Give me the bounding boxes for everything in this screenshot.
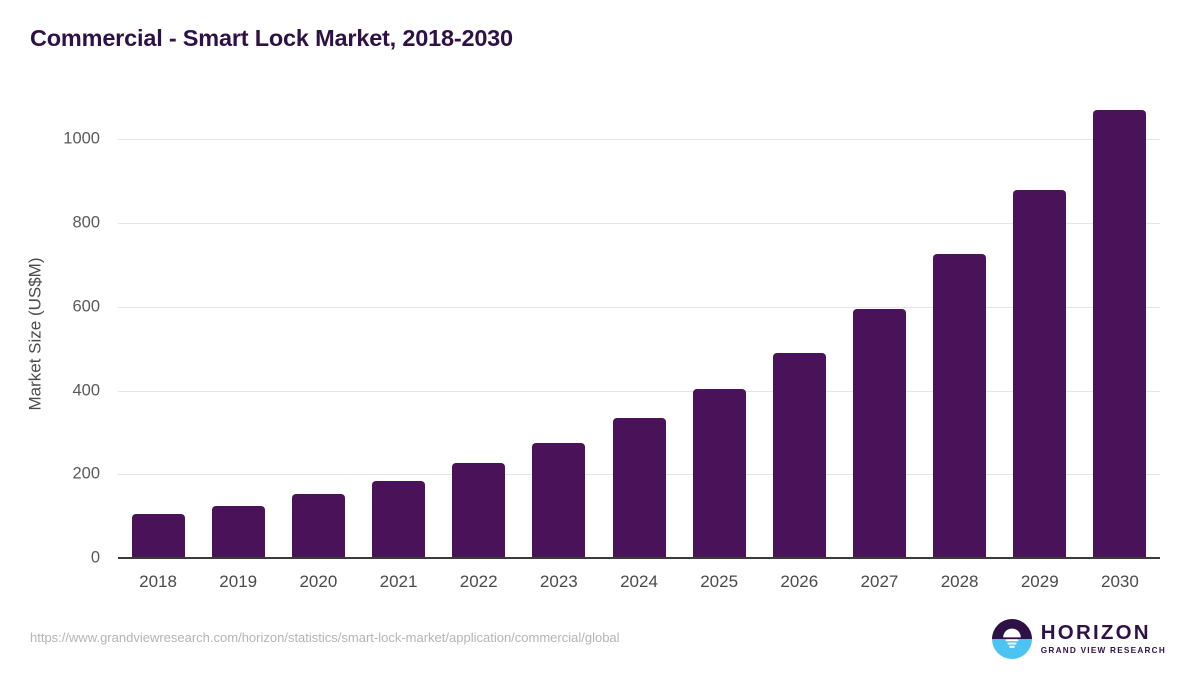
x-axis-tick-label: 2028: [940, 572, 979, 591]
bar-column[interactable]: [1093, 110, 1147, 558]
x-axis-tick-label: 2025: [700, 572, 739, 591]
bar[interactable]: [291, 493, 345, 558]
logo-tagline: GRAND VIEW RESEARCH: [1040, 645, 1166, 655]
bar-column[interactable]: [852, 110, 906, 558]
y-axis-tick-label: 600: [72, 297, 100, 316]
y-axis-tick-label: 400: [72, 381, 100, 400]
x-axis-tick-label: 2029: [1020, 572, 1059, 591]
bar-column[interactable]: [452, 110, 506, 558]
bar-column[interactable]: [933, 110, 987, 558]
x-axis-tick-label: 2023: [539, 572, 578, 591]
bar[interactable]: [692, 389, 746, 558]
x-axis-tick-label: 2018: [139, 572, 177, 591]
bar-column[interactable]: [612, 110, 666, 558]
gridline: [118, 139, 1160, 141]
gridline: [118, 223, 1160, 225]
y-axis-title-label: Market Size (US$M): [26, 257, 45, 411]
bar[interactable]: [372, 480, 426, 558]
x-axis-tick-label: 2024: [620, 572, 658, 591]
y-axis-tick-label: 800: [72, 213, 100, 232]
x-axis-tick-label: 2027: [860, 572, 899, 591]
bar-column[interactable]: [532, 110, 586, 558]
bar[interactable]: [612, 417, 666, 558]
bar[interactable]: [772, 352, 826, 558]
x-axis-tick-label: 2021: [379, 572, 418, 591]
x-axis-line: [118, 557, 1160, 559]
horizon-logo: HORIZON GRAND VIEW RESEARCH: [991, 618, 1166, 660]
bar[interactable]: [532, 443, 586, 558]
bar-column[interactable]: [692, 110, 746, 558]
y-axis-tick-label: 200: [72, 464, 100, 483]
source-url[interactable]: https://www.grandviewresearch.com/horizo…: [30, 630, 620, 645]
horizon-sun-circle-icon: [991, 619, 1032, 659]
bar[interactable]: [131, 514, 185, 558]
plot-area: 0 200 400 600 800 1000 2018 2019 2020 2021 2022 20…: [63, 110, 1160, 591]
x-axis-tick-label: 2020: [299, 572, 338, 591]
x-axis-tick-label: 2022: [459, 572, 498, 591]
y-axis-title: Market Size (US$M): [24, 110, 48, 558]
bar-column[interactable]: [291, 110, 345, 558]
bar[interactable]: [211, 505, 265, 558]
bar-column[interactable]: [131, 110, 185, 558]
bar-column[interactable]: [372, 110, 426, 558]
page-title: Commercial - Smart Lock Market, 2018-203…: [30, 25, 513, 51]
gridline: [118, 390, 1160, 392]
bar-column[interactable]: [211, 110, 265, 558]
x-axis-tick-label: 2026: [780, 572, 819, 591]
bar-column[interactable]: [772, 110, 826, 558]
x-axis-tick-label: 2030: [1101, 572, 1139, 591]
bar[interactable]: [452, 462, 506, 558]
bar-column[interactable]: [1013, 110, 1067, 558]
bar[interactable]: [933, 254, 987, 558]
gridline: [118, 306, 1160, 308]
logo-text: HORIZON GRAND VIEW RESEARCH: [1041, 623, 1166, 655]
bar[interactable]: [852, 308, 906, 558]
y-axis-tick-label: 0: [90, 548, 100, 567]
y-axis-tick-label: 1000: [63, 129, 100, 148]
bar[interactable]: [1013, 189, 1067, 558]
x-axis-tick-label: 2019: [219, 572, 258, 591]
bar[interactable]: [1093, 110, 1147, 558]
logo-wordmark: HORIZON: [1040, 621, 1151, 645]
